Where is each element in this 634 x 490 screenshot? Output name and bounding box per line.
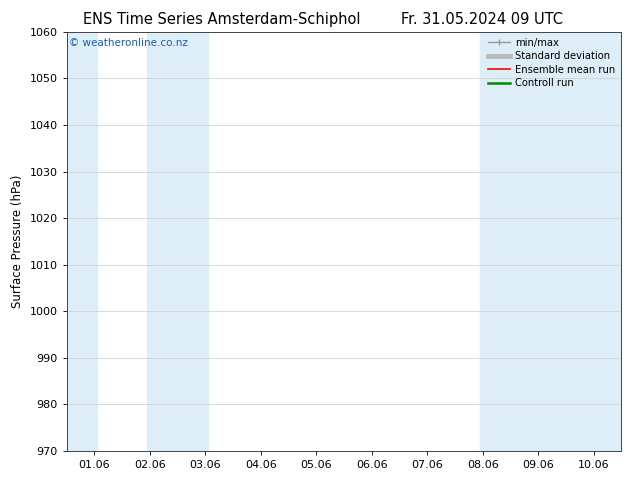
Bar — [147, 32, 208, 451]
Bar — [535, 32, 597, 451]
Text: © weatheronline.co.nz: © weatheronline.co.nz — [69, 38, 188, 48]
Bar — [480, 32, 541, 451]
Bar — [67, 32, 97, 451]
Text: Fr. 31.05.2024 09 UTC: Fr. 31.05.2024 09 UTC — [401, 12, 563, 27]
Legend: min/max, Standard deviation, Ensemble mean run, Controll run: min/max, Standard deviation, Ensemble me… — [484, 34, 619, 92]
Bar — [591, 32, 621, 451]
Text: ENS Time Series Amsterdam-Schiphol: ENS Time Series Amsterdam-Schiphol — [83, 12, 361, 27]
Y-axis label: Surface Pressure (hPa): Surface Pressure (hPa) — [11, 174, 24, 308]
